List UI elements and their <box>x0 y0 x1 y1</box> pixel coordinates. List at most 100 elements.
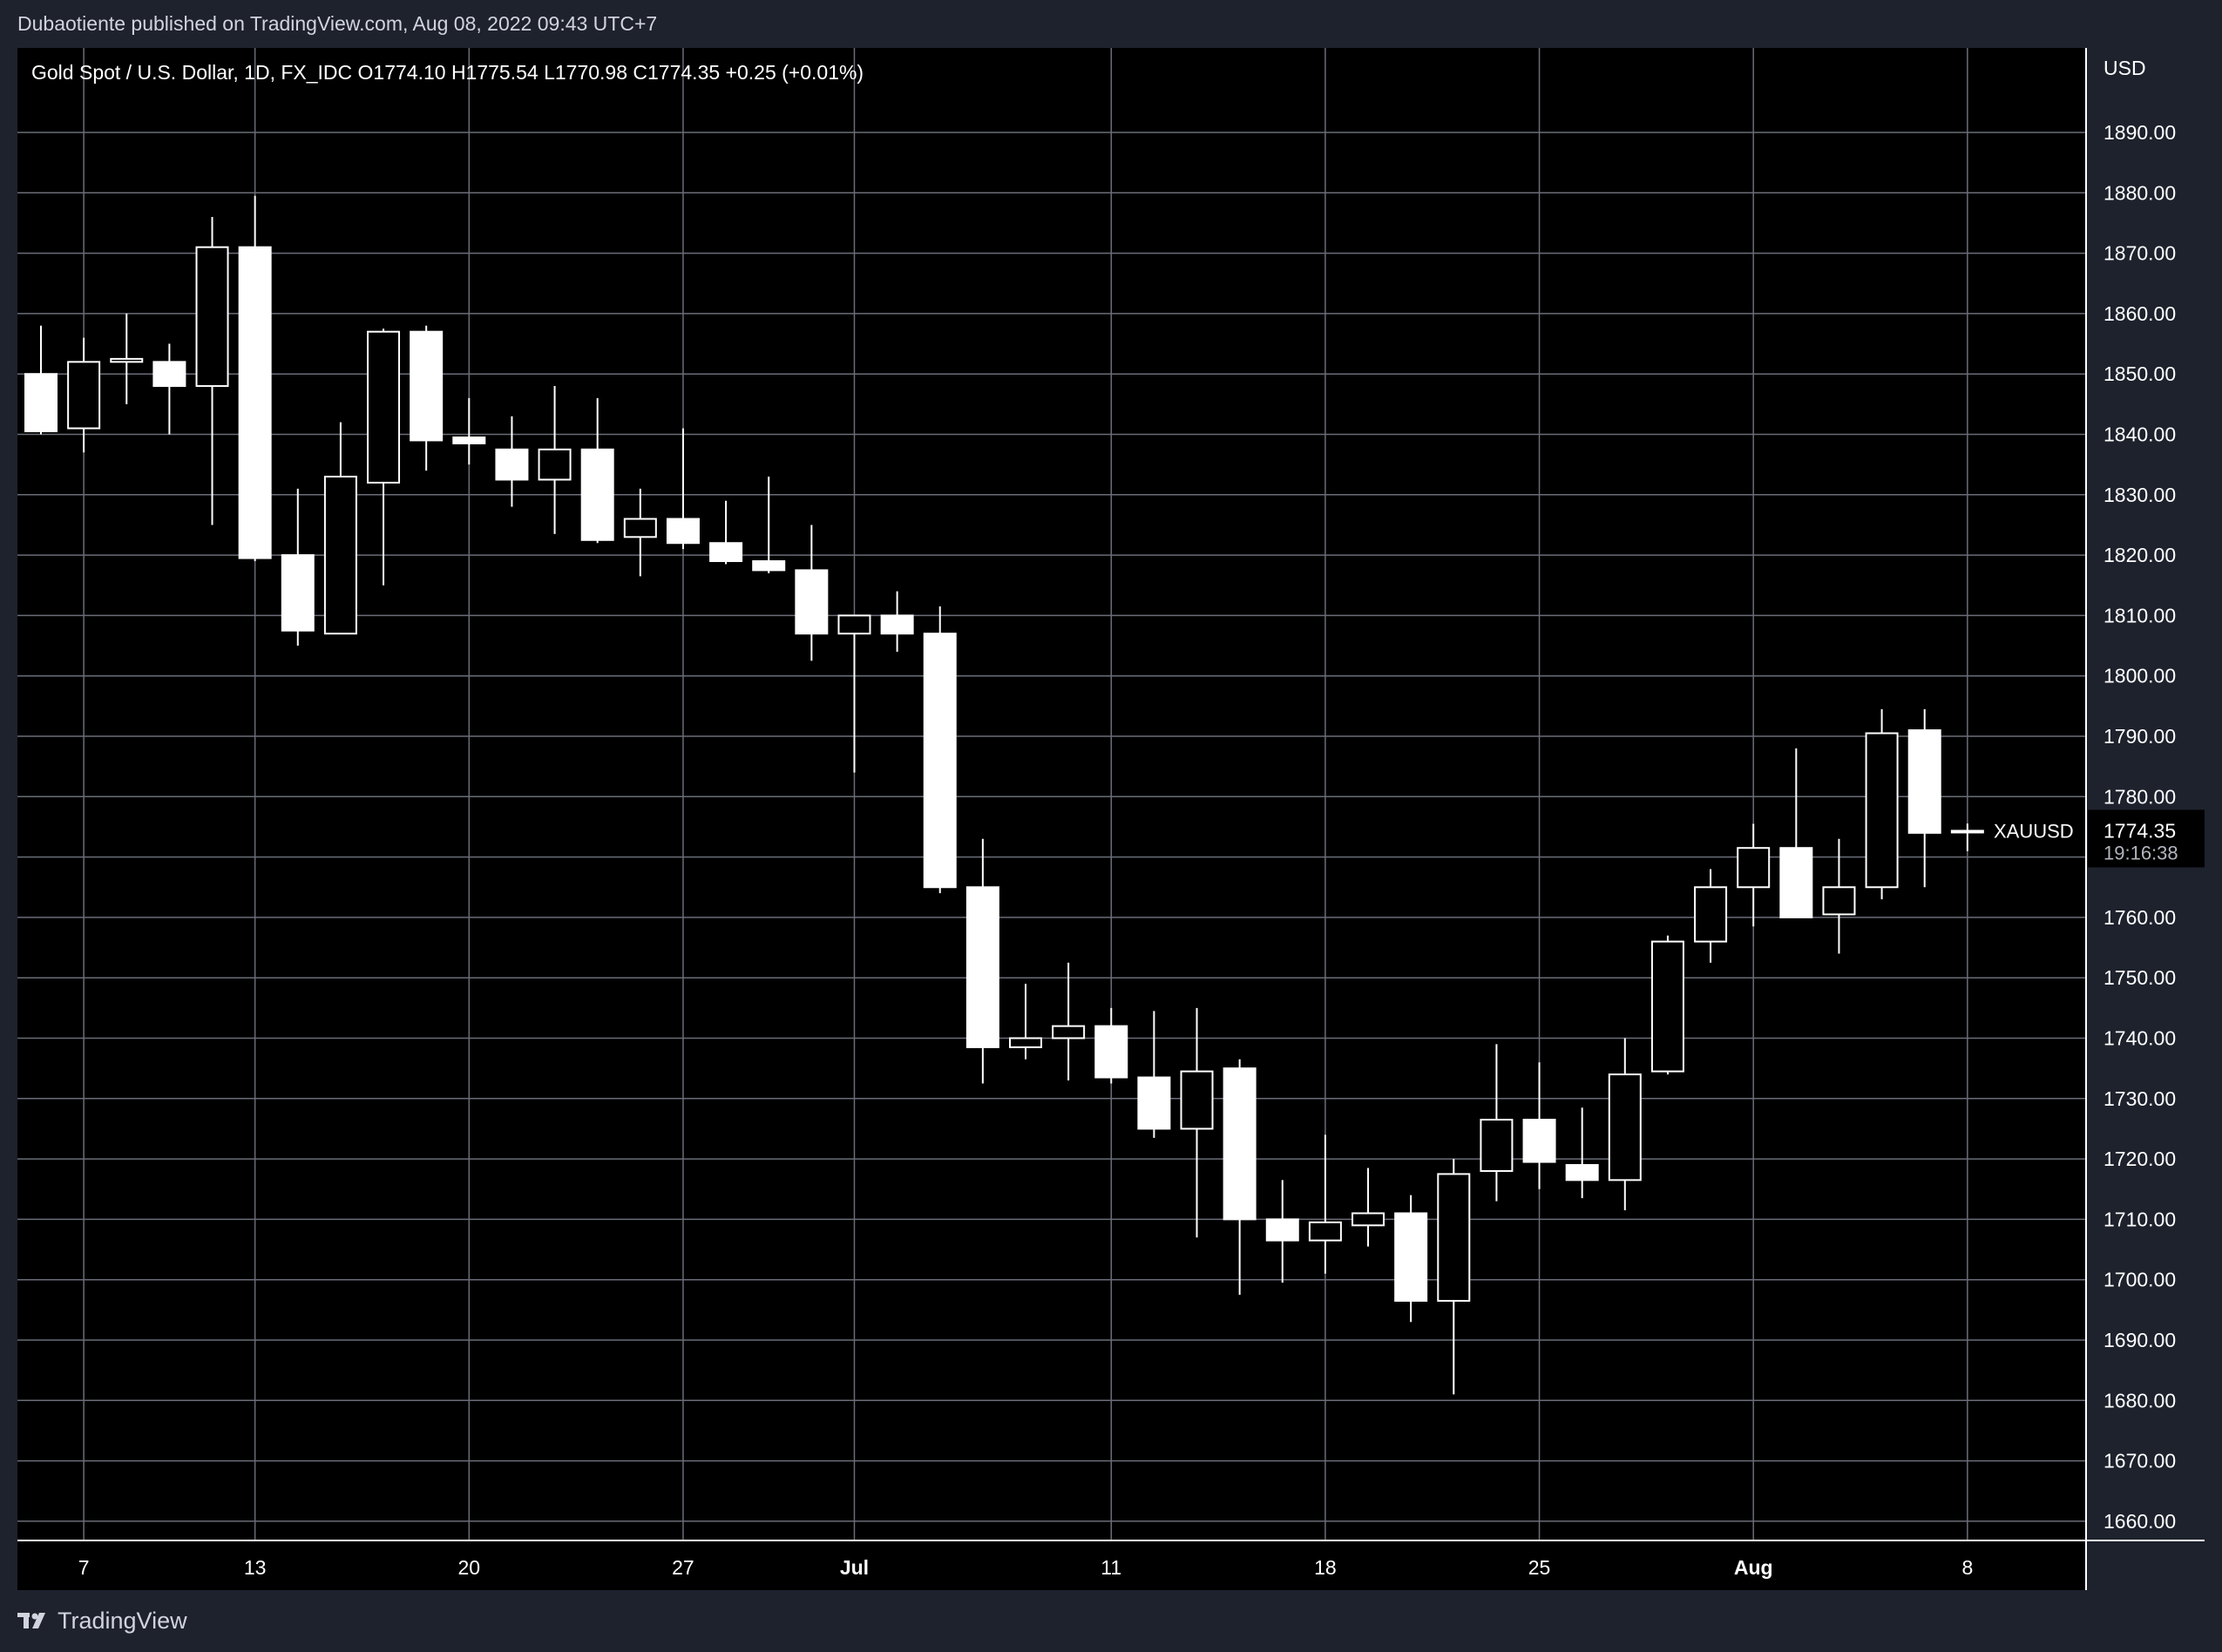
bull-candle-body <box>1694 886 1728 943</box>
y-tick-label: 1820.00 <box>2103 544 2176 566</box>
bear-candle-body <box>1137 1076 1171 1130</box>
bull-candle-body <box>1822 886 1856 916</box>
y-tick-label: 1880.00 <box>2103 181 2176 204</box>
candle <box>965 838 999 1084</box>
bull-candle-body <box>1351 1212 1385 1227</box>
chart-background <box>17 48 2086 1590</box>
candle <box>1565 1107 1599 1199</box>
bear-candle-body <box>1394 1212 1428 1302</box>
bull-candle-body <box>538 448 572 481</box>
candle <box>1351 1168 1385 1247</box>
bull-candle-body <box>1650 940 1684 1073</box>
candles <box>24 195 1984 1395</box>
bear-candle-body <box>795 569 829 635</box>
y-tick-label: 1710.00 <box>2103 1208 2176 1230</box>
candle <box>495 416 529 507</box>
candle <box>1522 1062 1556 1189</box>
candle <box>709 500 743 565</box>
x-tick-label: 11 <box>1101 1556 1121 1579</box>
candle <box>367 328 401 586</box>
y-tick-label: 1870.00 <box>2103 242 2176 265</box>
y-tick-label: 1830.00 <box>2103 484 2176 506</box>
bull-candle-body <box>1180 1070 1214 1130</box>
candle <box>323 422 357 635</box>
bear-candle-body <box>238 246 272 559</box>
candle <box>795 525 829 661</box>
y-tick-label: 1850.00 <box>2103 362 2176 385</box>
x-tick-label: 20 <box>458 1556 481 1579</box>
x-tick-label: 25 <box>1528 1556 1551 1579</box>
candle <box>195 217 229 525</box>
bear-candle-body <box>965 886 999 1048</box>
bear-candle-body <box>1522 1119 1556 1163</box>
candle <box>880 591 914 652</box>
axes <box>17 48 2205 1590</box>
candle <box>1822 838 1856 954</box>
symbol-legend: Gold Spot / U.S. Dollar, 1D, FX_IDC O177… <box>31 61 864 84</box>
x-tick-label: 7 <box>78 1556 90 1579</box>
candle <box>1008 984 1042 1060</box>
candle <box>1480 1044 1514 1202</box>
candle <box>1608 1038 1642 1211</box>
candle <box>580 397 614 544</box>
y-tick-label: 1750.00 <box>2103 966 2176 989</box>
candle <box>1394 1195 1428 1323</box>
tradingview-brand-text: TradingView <box>58 1607 187 1634</box>
candle <box>1094 1007 1128 1084</box>
y-tick-label: 1890.00 <box>2103 121 2176 144</box>
bull-candle-body <box>1950 829 1984 834</box>
x-tick-label: 8 <box>1961 1556 1973 1579</box>
candle <box>666 428 700 550</box>
y-tick-label: 1680.00 <box>2103 1389 2176 1412</box>
y-tick-label: 1860.00 <box>2103 302 2176 325</box>
currency-label: USD <box>2103 57 2146 79</box>
candle <box>1137 1011 1171 1138</box>
candle <box>110 313 144 404</box>
candle <box>1950 823 1984 851</box>
bull-candle-body <box>195 246 229 388</box>
candle <box>1437 1159 1471 1395</box>
bear-candle-body <box>752 560 786 572</box>
y-tick-label: 1780.00 <box>2103 785 2176 808</box>
candle <box>1737 823 1771 927</box>
bear-candle-body <box>1223 1067 1257 1221</box>
bull-candle-body <box>1052 1025 1086 1039</box>
candle <box>1650 935 1684 1075</box>
price-tag-background <box>2088 809 2205 868</box>
bull-candle-body <box>1008 1037 1042 1048</box>
x-tick-label: Jul <box>840 1556 869 1579</box>
bull-candle-body <box>1480 1119 1514 1172</box>
y-tick-label: 1670.00 <box>2103 1450 2176 1473</box>
candle <box>752 477 786 573</box>
y-tick-label: 1690.00 <box>2103 1329 2176 1351</box>
x-tick-label: Aug <box>1734 1556 1773 1579</box>
bull-candle-body <box>1308 1221 1342 1242</box>
candle <box>1308 1134 1342 1274</box>
bull-candle-body <box>367 330 401 484</box>
y-tick-label: 1790.00 <box>2103 725 2176 748</box>
bear-candle-body <box>923 633 957 889</box>
bear-candle-body <box>1907 729 1941 834</box>
y-tick-label: 1760.00 <box>2103 906 2176 929</box>
bull-candle-body <box>1865 732 1899 889</box>
candle <box>452 397 486 465</box>
bear-candle-body <box>1565 1164 1599 1181</box>
bear-candle-body <box>880 614 914 635</box>
candle <box>1779 748 1813 918</box>
tradingview-branding[interactable]: TradingView <box>17 1605 187 1636</box>
bear-candle-body <box>495 448 529 481</box>
bear-candle-body <box>152 361 186 388</box>
candle <box>1223 1059 1257 1296</box>
candle <box>1694 869 1728 963</box>
candle <box>238 195 272 562</box>
y-tick-label: 1810.00 <box>2103 604 2176 626</box>
axis-labels: 1890.00 1880.00 1870.00 1860.00 1850.00 1840.… <box>78 57 2176 1579</box>
bull-candle-body <box>623 518 657 538</box>
bull-candle-body <box>837 614 871 635</box>
bear-candle-body <box>1779 847 1813 918</box>
bear-candle-body <box>1094 1025 1128 1079</box>
bear-candle-body <box>580 448 614 541</box>
candle <box>1265 1180 1299 1283</box>
